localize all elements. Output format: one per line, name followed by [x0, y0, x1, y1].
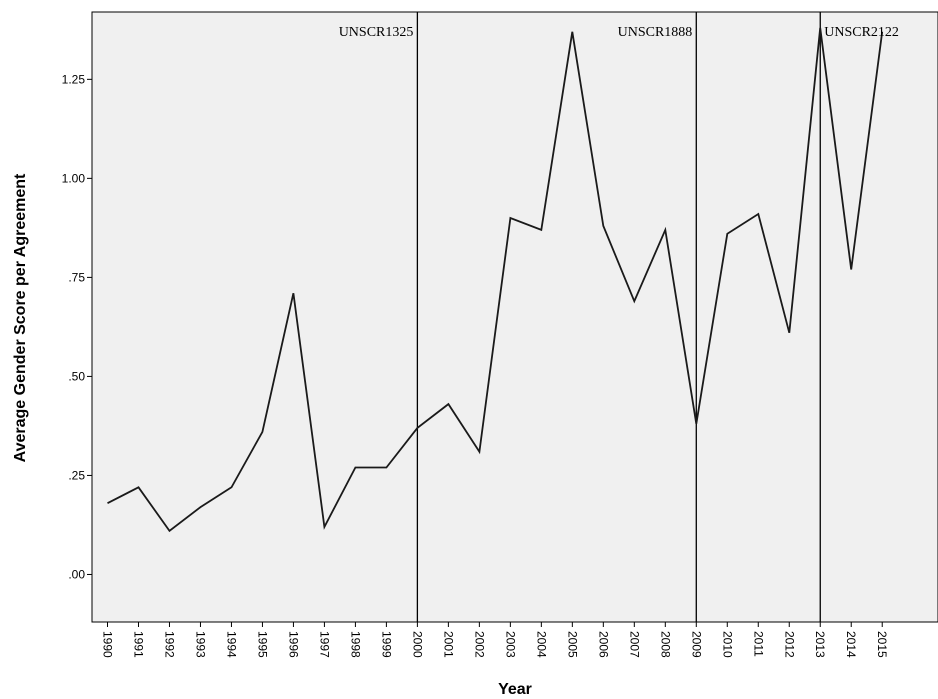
x-tick-label: 1992 — [162, 631, 176, 658]
x-tick-label: 2000 — [410, 631, 424, 658]
x-tick-label: 2001 — [441, 631, 455, 658]
y-tick-label: .75 — [68, 270, 85, 284]
x-tick-label: 1996 — [286, 631, 300, 658]
x-tick-label: 1994 — [224, 631, 238, 658]
y-tick-label: .50 — [68, 369, 85, 383]
x-tick-label: 2013 — [813, 631, 827, 658]
y-tick-label: 1.00 — [62, 171, 86, 185]
x-tick-label: 2008 — [658, 631, 672, 658]
y-axis-title: Average Gender Score per Agreement — [12, 173, 29, 462]
x-tick-label: 1995 — [255, 631, 269, 658]
x-tick-label: 2015 — [875, 631, 889, 658]
x-tick-label: 1997 — [317, 631, 331, 658]
x-tick-label: 2014 — [844, 631, 858, 658]
y-tick-label: .25 — [68, 468, 85, 482]
x-tick-label: 2004 — [534, 631, 548, 658]
annotation-label: UNSCR1888 — [618, 25, 693, 40]
x-tick-label: 2010 — [720, 631, 734, 658]
x-tick-label: 2007 — [627, 631, 641, 658]
y-tick-label: .00 — [68, 567, 85, 581]
annotation-label: UNSCR2122 — [824, 25, 899, 40]
x-tick-label: 1999 — [379, 631, 393, 658]
x-tick-label: 1993 — [193, 631, 207, 658]
x-tick-label: 2009 — [689, 631, 703, 658]
x-tick-label: 1990 — [100, 631, 114, 658]
y-tick-label: 1.25 — [62, 72, 86, 86]
x-tick-label: 2012 — [782, 631, 796, 658]
plot-area — [91, 11, 938, 623]
x-tick-label: 2002 — [472, 631, 486, 658]
x-tick-label: 2006 — [596, 631, 610, 658]
x-tick-label: 2011 — [751, 631, 765, 657]
x-tick-label: 2003 — [503, 631, 517, 658]
x-tick-label: 1991 — [131, 631, 145, 658]
x-tick-label: 1998 — [348, 631, 362, 658]
annotation-label: UNSCR1325 — [339, 25, 414, 40]
series-line — [107, 27, 884, 533]
x-tick-label: 2005 — [565, 631, 579, 658]
x-axis-title: Year — [498, 681, 532, 698]
